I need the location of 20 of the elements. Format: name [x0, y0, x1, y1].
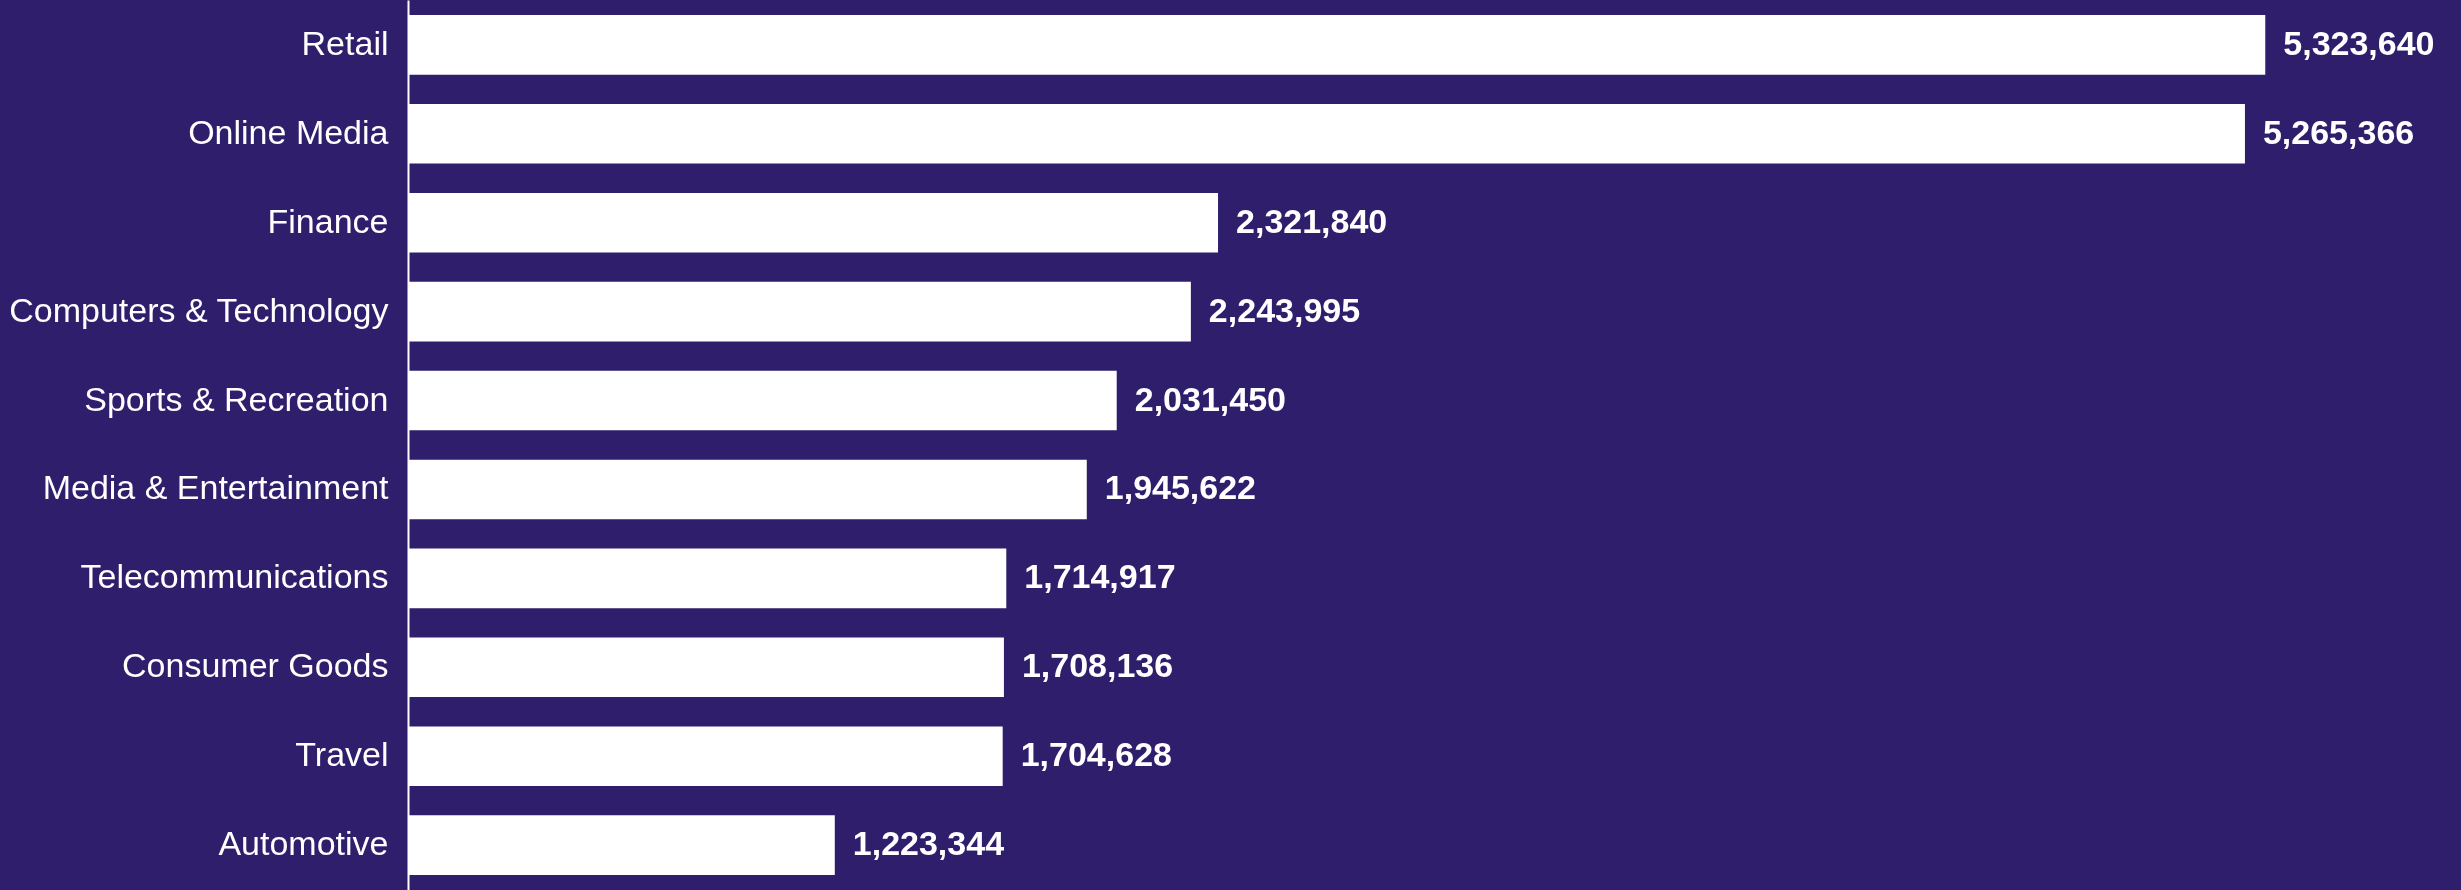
y-tick-label: Finance — [267, 201, 389, 240]
y-tick-label: Sports & Recreation — [84, 379, 389, 418]
y-tick-label: Computers & Technology — [9, 290, 389, 329]
data-label: 1,708,136 — [1021, 646, 1174, 685]
data-label: 1,945,622 — [1104, 468, 1257, 507]
y-tick-label: Retail — [301, 23, 389, 62]
y-tick-label: Automotive — [218, 824, 389, 863]
y-tick-label: Media & Entertainment — [42, 468, 390, 507]
data-label: 2,243,995 — [1208, 290, 1361, 329]
data-label: 2,031,450 — [1134, 379, 1286, 418]
data-label: 1,714,917 — [1024, 557, 1176, 596]
data-label: 1,704,628 — [1020, 735, 1172, 774]
y-tick-label: Online Media — [188, 112, 389, 151]
y-tick-label: Travel — [295, 735, 389, 774]
data-label: 1,223,344 — [852, 824, 1005, 863]
data-label: 5,265,366 — [2262, 112, 2415, 151]
y-tick-label: Consumer Goods — [122, 646, 389, 685]
data-label: 5,323,640 — [2283, 23, 2435, 62]
data-label: 2,321,840 — [1236, 201, 1388, 240]
y-tick-label: Telecommunications — [80, 557, 389, 596]
